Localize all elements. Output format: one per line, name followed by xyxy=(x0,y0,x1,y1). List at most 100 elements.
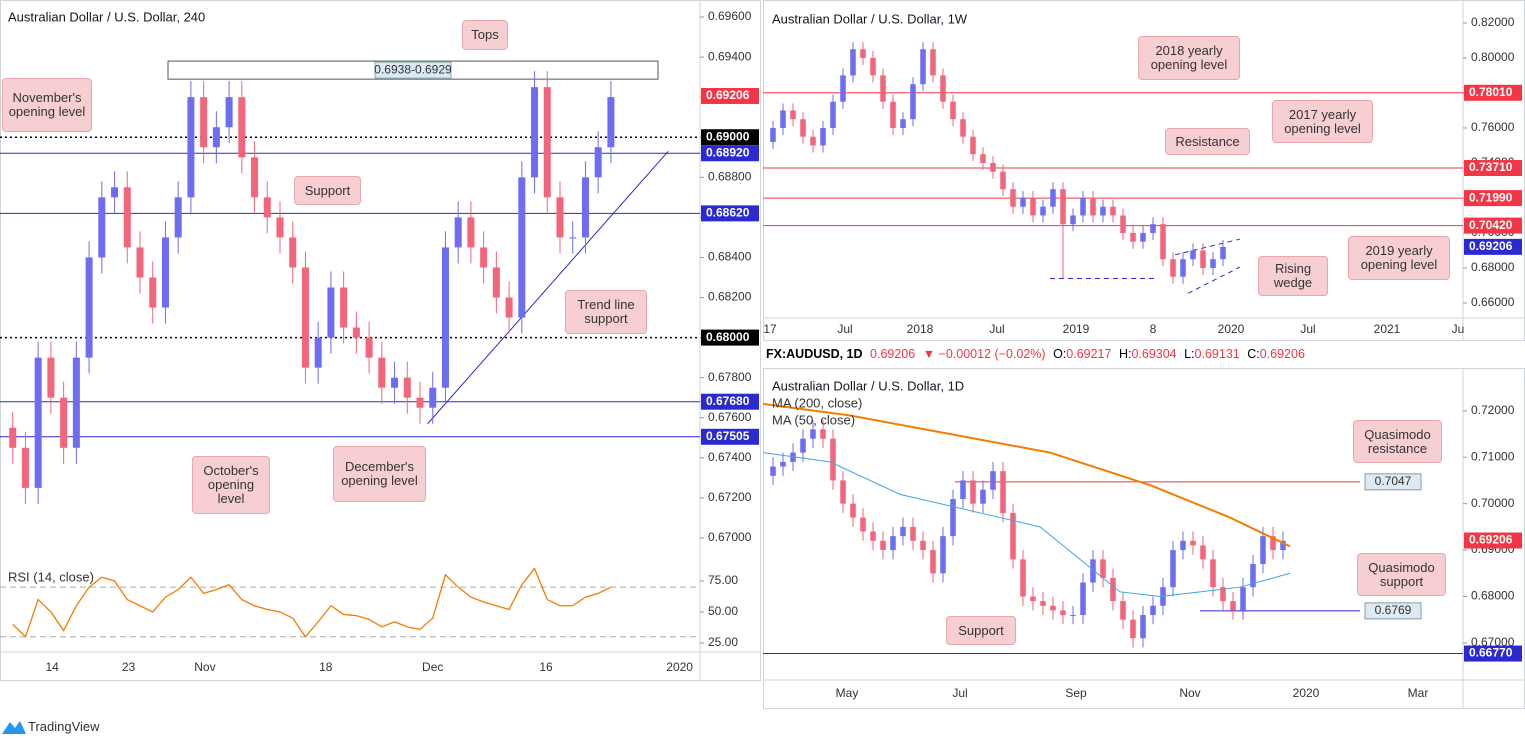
candle-body xyxy=(840,75,846,102)
level-axis-box xyxy=(1464,645,1522,662)
candle-body xyxy=(770,466,776,476)
candle-body xyxy=(910,84,916,120)
trend-line xyxy=(427,150,669,425)
candle-body xyxy=(910,526,916,541)
candle-body xyxy=(820,429,826,439)
candle-body xyxy=(1100,206,1106,216)
candle-body xyxy=(1030,197,1036,216)
candle-body xyxy=(492,267,500,298)
candle-body xyxy=(225,97,233,128)
symbol: FX:AUDUSD, 1D xyxy=(766,347,863,361)
callout: Tops xyxy=(462,20,508,50)
ohlc-value: 0.69206 xyxy=(1259,347,1305,361)
x-tick-label: Jul xyxy=(1300,322,1315,336)
candle-body xyxy=(1190,540,1196,546)
candle-body xyxy=(187,97,195,198)
level-label-box xyxy=(1364,473,1422,491)
candle-body xyxy=(1170,259,1176,277)
level-label: 0.6769 xyxy=(1375,603,1412,617)
candle-body xyxy=(950,499,956,537)
candle-body xyxy=(556,197,564,238)
y-tick-label: 0.72000 xyxy=(1471,403,1515,417)
candle-body xyxy=(1200,250,1206,268)
ohlc-label: C: xyxy=(1247,347,1260,361)
candle-body xyxy=(276,217,284,238)
candle-body xyxy=(238,97,246,158)
candle-body xyxy=(1050,189,1056,207)
ohlc-label: L: xyxy=(1184,347,1195,361)
callout: Support xyxy=(946,616,1016,645)
candle-body xyxy=(1030,596,1036,602)
candle-body xyxy=(930,49,936,76)
level-axis-label: 0.69206 xyxy=(1469,239,1513,253)
candle-body xyxy=(980,154,986,163)
level-axis-box xyxy=(1464,238,1522,255)
candle-body xyxy=(1180,259,1186,277)
callout: Trend line support xyxy=(565,290,647,334)
candle-body xyxy=(1140,232,1146,242)
y-tick-label: 0.82000 xyxy=(1471,15,1515,29)
candle-body xyxy=(569,237,577,239)
candle-body xyxy=(840,480,846,504)
y-tick-label: 0.71000 xyxy=(1471,449,1515,463)
ma-line xyxy=(762,452,1291,597)
callout: October's opening level xyxy=(192,456,270,514)
chart-title: Australian Dollar / U.S. Dollar, 1D xyxy=(772,378,964,393)
zone-label: 0.6938-0.6929 xyxy=(374,62,452,76)
candle-body xyxy=(1010,189,1016,207)
x-tick-label: 2021 xyxy=(1374,322,1401,336)
level-axis-label: 0.69000 xyxy=(706,129,750,143)
rsi-line xyxy=(12,567,612,638)
candle-body xyxy=(990,471,996,490)
candle-body xyxy=(1150,605,1156,616)
candle-body xyxy=(531,87,539,178)
candle-body xyxy=(1110,577,1116,602)
candle-body xyxy=(480,247,488,268)
level-axis-box xyxy=(701,329,759,346)
candle-body xyxy=(1200,545,1206,560)
candle-body xyxy=(920,540,926,551)
candle-body xyxy=(790,110,796,120)
candle-body xyxy=(1120,601,1126,620)
candle-body xyxy=(1070,215,1076,225)
x-tick-label: Nov xyxy=(1179,686,1200,700)
candle-body xyxy=(1020,197,1026,207)
candle-body xyxy=(960,119,966,137)
candle-body xyxy=(1270,536,1276,551)
logo xyxy=(2,721,26,734)
x-tick-label: 17 xyxy=(763,322,777,336)
candle-body xyxy=(860,49,866,58)
callout: 2019 yearly opening level xyxy=(1348,236,1450,280)
level-axis-label: 0.71990 xyxy=(1469,190,1513,204)
x-tick-label: 2020 xyxy=(1293,686,1320,700)
panel-frame xyxy=(0,0,761,681)
ohlc-value: 0.69304 xyxy=(1131,347,1177,361)
ohlc-value: 0.69131 xyxy=(1194,347,1240,361)
candle-body xyxy=(454,217,462,248)
x-tick-label: May xyxy=(836,686,859,700)
y-tick-label: 0.67600 xyxy=(708,410,752,424)
x-tick-label: 14 xyxy=(46,660,60,674)
zone xyxy=(167,60,659,80)
candle-body xyxy=(1020,559,1026,597)
candle-body xyxy=(900,119,906,128)
candle-body xyxy=(930,550,936,574)
level-axis-box xyxy=(1464,217,1522,234)
last-price: 0.69206 xyxy=(870,347,916,361)
candle-body xyxy=(72,357,80,448)
level-axis-box xyxy=(701,145,759,162)
candle-body xyxy=(60,397,68,448)
y-tick-label: 50.00 xyxy=(708,604,738,618)
candle-body xyxy=(505,297,513,318)
candle-body xyxy=(403,377,411,398)
y-tick-label: 0.67000 xyxy=(1471,635,1515,649)
candle-body xyxy=(990,162,996,172)
zone-label-box xyxy=(374,61,452,79)
callout: November's opening level xyxy=(2,78,92,132)
y-tick-label: 0.67400 xyxy=(708,450,752,464)
ohlc-label: H: xyxy=(1118,347,1132,361)
y-tick-label: 0.67000 xyxy=(708,530,752,544)
candle-body xyxy=(518,177,526,318)
level-axis-label: 0.69206 xyxy=(706,88,750,102)
